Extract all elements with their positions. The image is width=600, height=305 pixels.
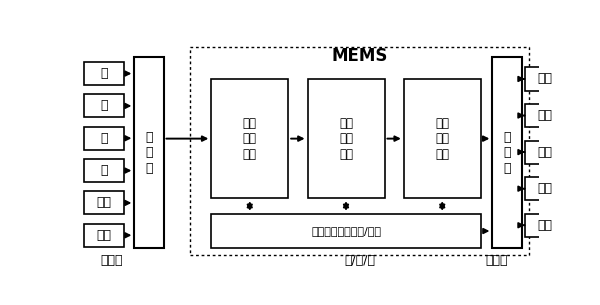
Text: 执
行
器: 执 行 器 — [503, 131, 511, 175]
Bar — [84, 159, 124, 182]
Text: 热: 热 — [100, 164, 108, 177]
Text: 感测量: 感测量 — [100, 254, 122, 267]
Bar — [84, 62, 124, 85]
Text: MEMS: MEMS — [332, 47, 388, 65]
Text: 磁: 磁 — [100, 132, 108, 145]
Bar — [84, 224, 124, 247]
Bar — [190, 47, 529, 254]
Bar — [524, 177, 565, 200]
Bar — [404, 79, 481, 198]
Bar — [211, 214, 481, 248]
Text: 数字
信号
处理: 数字 信号 处理 — [339, 117, 353, 161]
Text: 与其它系统的通讯/接口: 与其它系统的通讯/接口 — [311, 226, 381, 236]
Text: 其它: 其它 — [537, 219, 552, 232]
Bar — [524, 67, 565, 91]
Text: 传
感
器: 传 感 器 — [145, 131, 152, 175]
Text: 光/电/磁: 光/电/磁 — [344, 254, 376, 267]
Bar — [84, 127, 124, 150]
Bar — [524, 214, 565, 237]
Text: 运动: 运动 — [537, 145, 552, 159]
Bar — [524, 104, 565, 127]
Text: 力: 力 — [100, 67, 108, 80]
Text: 光: 光 — [100, 99, 108, 113]
Bar — [84, 94, 124, 117]
Bar — [211, 79, 288, 198]
Text: 模拟
信号
处理: 模拟 信号 处理 — [243, 117, 257, 161]
Bar — [524, 141, 565, 164]
Text: 控制量: 控制量 — [485, 254, 508, 267]
Bar — [308, 79, 385, 198]
Text: 化学: 化学 — [97, 196, 112, 210]
Bar — [84, 191, 124, 214]
Text: 状态: 状态 — [537, 109, 552, 122]
Bar — [134, 57, 164, 248]
Text: 能量: 能量 — [537, 73, 552, 85]
Text: 其它: 其它 — [97, 229, 112, 242]
Text: 信息: 信息 — [537, 182, 552, 195]
Text: 模拟
信号
处理: 模拟 信号 处理 — [435, 117, 449, 161]
Bar — [493, 57, 521, 248]
